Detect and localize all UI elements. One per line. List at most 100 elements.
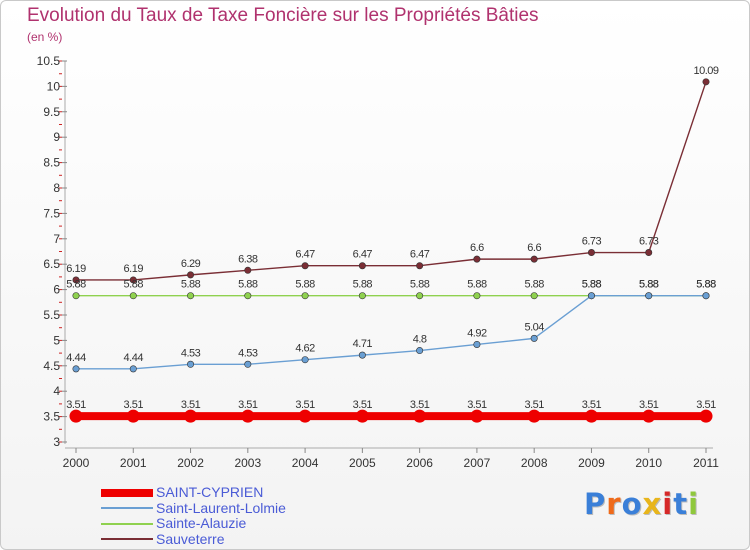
y-tick-label: 6.5	[43, 257, 60, 271]
x-tick-label: 2002	[177, 456, 204, 470]
data-point	[416, 292, 424, 300]
data-point	[416, 262, 424, 270]
data-label: 3.51	[410, 399, 430, 411]
data-point	[645, 249, 653, 257]
data-labels: 6.19 6.19 6.29 6.38 6.47 6.47 6.47 6.6 6.6 6.73 6.…	[66, 65, 719, 411]
x-tick-label: 2007	[464, 456, 491, 470]
data-point	[301, 262, 309, 270]
data-label: 4.44	[66, 352, 86, 364]
data-point	[702, 78, 710, 86]
x-tick-label: 2004	[292, 456, 319, 470]
data-point	[301, 292, 309, 300]
data-label: 4.8	[413, 334, 427, 346]
legend-swatch	[101, 522, 153, 525]
x-tick-label: 2010	[635, 456, 662, 470]
series-lines	[76, 81, 707, 421]
legend-item: Saint-Laurent-Lolmie	[101, 499, 286, 517]
y-tick-label: 4.5	[43, 359, 60, 373]
data-point	[413, 409, 427, 423]
data-label: 3.51	[524, 399, 544, 411]
data-point	[702, 292, 710, 300]
data-label: 6.47	[295, 249, 315, 261]
data-label: 3.51	[467, 399, 487, 411]
data-label: 3.51	[639, 399, 659, 411]
data-label: 5.88	[467, 279, 487, 291]
x-tick-label: 2003	[234, 456, 261, 470]
legend-item: Sainte-Alauzie	[101, 516, 286, 532]
y-tick-label: 3	[53, 435, 60, 449]
x-tick-label: 2008	[521, 456, 548, 470]
y-tick-label: 6	[53, 283, 60, 297]
data-point	[527, 409, 541, 423]
x-tick-label: 2001	[120, 456, 147, 470]
data-label: 4.53	[181, 347, 201, 359]
data-point	[244, 292, 252, 300]
data-label: 5.88	[181, 279, 201, 291]
data-label: 5.88	[696, 279, 716, 291]
data-point	[530, 255, 538, 263]
data-point	[645, 292, 653, 300]
data-point	[358, 351, 366, 359]
brand-letter: x	[642, 487, 663, 521]
data-point	[699, 409, 713, 423]
data-point	[184, 409, 198, 423]
brand-letter: t	[673, 487, 689, 521]
data-label: 4.92	[467, 327, 487, 339]
x-tick-label: 2009	[578, 456, 605, 470]
data-label: 3.51	[181, 399, 201, 411]
y-tick-label: 5.5	[43, 308, 60, 322]
data-label: 3.51	[124, 399, 144, 411]
data-point	[584, 409, 598, 423]
data-point	[129, 276, 137, 284]
data-label: 5.88	[582, 279, 602, 291]
data-point	[416, 347, 424, 355]
brand-letter: o	[621, 487, 643, 521]
data-label: 6.38	[238, 253, 258, 265]
data-point	[129, 365, 137, 373]
data-label: 3.51	[66, 399, 86, 411]
y-tick-label: 7.5	[43, 206, 60, 220]
data-label: 5.88	[582, 279, 602, 291]
legend-label: SAINT-CYPRIEN	[156, 484, 264, 501]
data-point	[69, 409, 83, 423]
y-tick-label: 8.5	[43, 156, 60, 170]
data-label: 5.88	[295, 279, 315, 291]
data-label: 4.44	[124, 352, 144, 364]
data-point	[187, 292, 195, 300]
legend-label: Sauveterre	[156, 530, 225, 547]
data-point	[301, 356, 309, 364]
data-label: 3.51	[582, 399, 602, 411]
y-tick-label: 9.5	[43, 105, 60, 119]
data-label: 4.62	[295, 343, 315, 355]
data-label: 3.51	[353, 399, 373, 411]
series-line-1	[76, 294, 706, 370]
data-label: 6.19	[66, 263, 86, 275]
data-point	[126, 409, 140, 423]
data-label: 4.53	[238, 347, 258, 359]
data-point	[72, 276, 80, 284]
data-label: 5.88	[639, 279, 659, 291]
data-point	[298, 409, 312, 423]
data-label: 6.6	[527, 242, 541, 254]
y-tick-label: 10.5	[37, 54, 61, 68]
legend-label: Sainte-Alauzie	[156, 515, 247, 532]
series-line-3	[76, 81, 707, 281]
data-label: 5.88	[238, 279, 258, 291]
brand-letter: i	[662, 487, 674, 521]
data-point	[642, 409, 656, 423]
data-point	[72, 292, 80, 300]
data-point	[587, 249, 595, 257]
legend-label: Saint-Laurent-Lolmie	[156, 499, 286, 516]
data-point	[244, 266, 252, 274]
data-label: 5.88	[696, 279, 716, 291]
data-point	[355, 409, 369, 423]
x-tick-label: 2005	[349, 456, 376, 470]
data-label: 5.88	[524, 279, 544, 291]
data-point	[129, 292, 137, 300]
data-point	[473, 292, 481, 300]
data-label: 5.88	[124, 279, 144, 291]
y-tick-label: 5	[53, 333, 60, 347]
x-tick-label: 2000	[63, 456, 90, 470]
data-point	[358, 262, 366, 270]
